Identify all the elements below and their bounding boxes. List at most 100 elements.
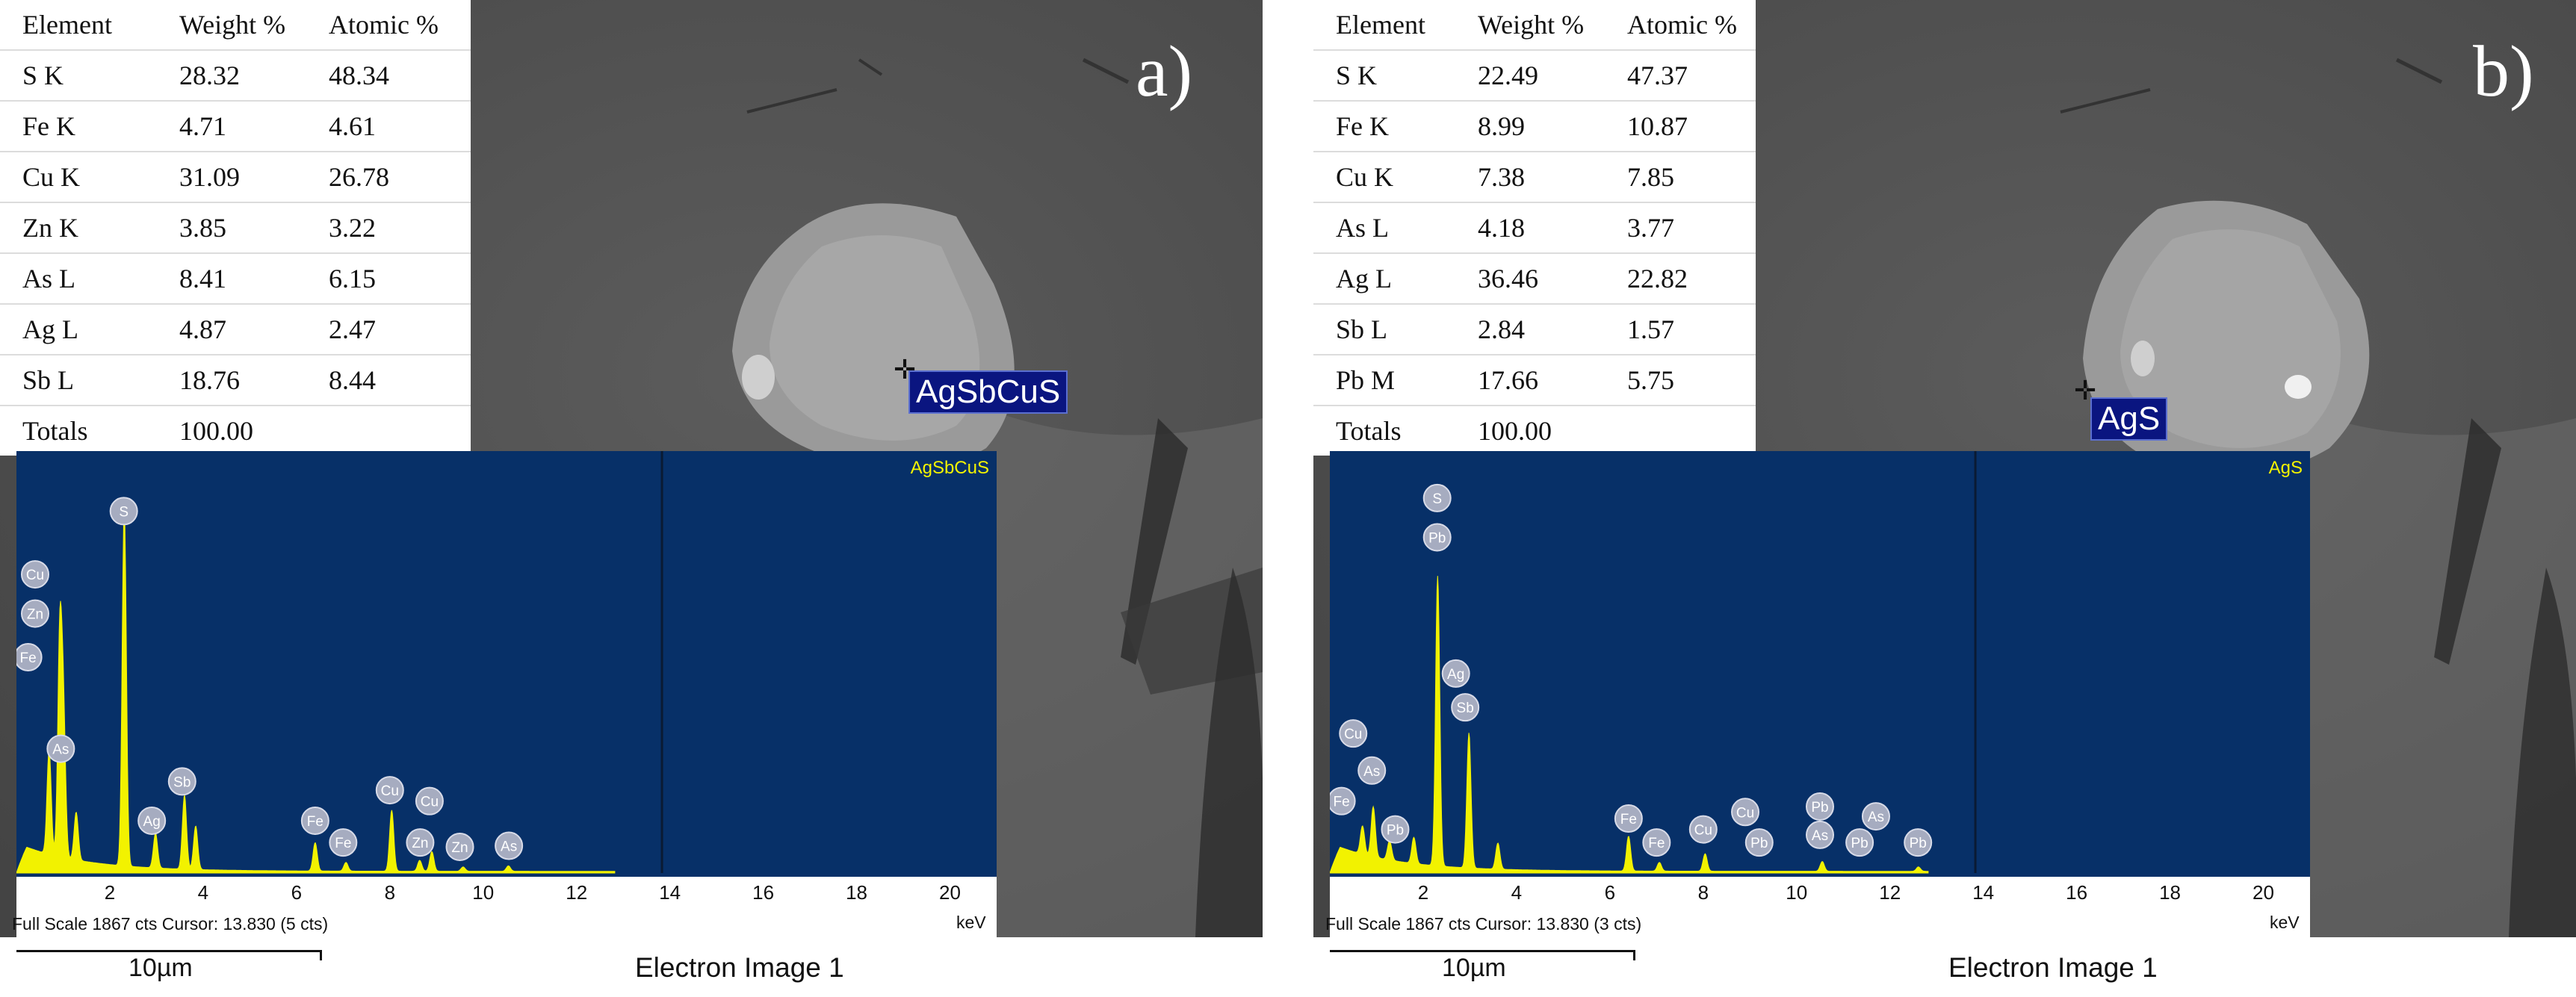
svg-text:Ag: Ag bbox=[143, 814, 161, 830]
peak-marker-s: S bbox=[1422, 483, 1452, 512]
table-row: S K 22.49 47.37 bbox=[1313, 50, 1756, 102]
atomic-cell: 47.37 bbox=[1605, 50, 1756, 102]
peak-marker-fe: Fe bbox=[1614, 804, 1643, 833]
spectrum-trace bbox=[1329, 576, 1929, 874]
svg-text:Zn: Zn bbox=[412, 836, 428, 851]
peak-marker-ag: Ag bbox=[1441, 659, 1470, 688]
table-row: S K 28.32 48.34 bbox=[0, 50, 471, 102]
x-tick-label: 2 bbox=[1417, 881, 1429, 904]
composition-table: Element Weight % Atomic % S K 28.32 48.34 … bbox=[0, 0, 471, 456]
weight-cell: 100.00 bbox=[1478, 416, 1552, 446]
peak-marker-pb: Pb bbox=[1381, 815, 1410, 844]
column-header: Element bbox=[1313, 0, 1455, 51]
weight-cell: 4.87 bbox=[157, 304, 306, 355]
atomic-cell: 10.87 bbox=[1605, 101, 1756, 152]
x-tick-label: 12 bbox=[1879, 881, 1901, 904]
weight-cell: 36.46 bbox=[1455, 253, 1605, 305]
table-header-row: Element Weight % Atomic % bbox=[0, 0, 471, 51]
peak-marker-cu: Cu bbox=[1339, 719, 1368, 748]
atomic-cell: 26.78 bbox=[306, 152, 471, 203]
spectrum-title: AgSbCuS bbox=[911, 458, 989, 478]
peak-marker-fe: Fe bbox=[329, 828, 358, 857]
x-tick-label: 14 bbox=[659, 881, 681, 904]
image-caption: Electron Image 1 bbox=[1948, 952, 2158, 983]
scale-bar-label: 10µm bbox=[1442, 954, 1506, 982]
x-axis-unit: keV bbox=[2270, 913, 2300, 932]
column-header: Atomic % bbox=[1605, 0, 1756, 51]
table-row: Cu K 31.09 26.78 bbox=[0, 152, 471, 203]
peak-marker-as: As bbox=[1806, 820, 1834, 849]
atomic-cell: 3.77 bbox=[1605, 202, 1756, 254]
atomic-cell: 8.44 bbox=[306, 355, 471, 406]
table-row: As L 4.18 3.77 bbox=[1313, 202, 1756, 254]
weight-cell: 2.84 bbox=[1455, 304, 1605, 355]
x-tick-label: 6 bbox=[1604, 881, 1616, 904]
peak-marker-cu: Cu bbox=[415, 786, 444, 816]
weight-cell: 4.18 bbox=[1455, 202, 1605, 254]
svg-text:Sb: Sb bbox=[173, 774, 191, 790]
x-tick-label: 16 bbox=[752, 881, 775, 904]
element-cell: Pb M bbox=[1313, 355, 1455, 406]
svg-text:Sb: Sb bbox=[1457, 701, 1474, 716]
weight-cell: 8.41 bbox=[157, 253, 306, 305]
x-tick-label: 12 bbox=[566, 881, 588, 904]
svg-text:As: As bbox=[1868, 810, 1884, 825]
x-tick-label: 20 bbox=[2253, 881, 2274, 904]
svg-text:As: As bbox=[501, 839, 517, 855]
svg-text:Pb: Pb bbox=[1811, 800, 1828, 816]
spectrum-footer: 2 4 6 8 10 12 14 16 18 20 Full Scale 1867 cts Cur… bbox=[1325, 877, 2310, 938]
x-tick-label: 2 bbox=[104, 881, 116, 904]
peak-marker-sb: Sb bbox=[1451, 693, 1480, 722]
weight-cell: 17.66 bbox=[1455, 355, 1605, 406]
svg-text:Cu: Cu bbox=[26, 568, 44, 583]
svg-text:Cu: Cu bbox=[1694, 823, 1712, 839]
element-cell: As L bbox=[1313, 202, 1455, 254]
element-cell: Cu K bbox=[1313, 152, 1455, 203]
spectrum-footer: 2 4 6 8 10 12 14 16 18 20 Full Scale 1867 cts Cur… bbox=[12, 877, 997, 938]
element-cell: As L bbox=[0, 253, 157, 305]
peak-marker-pb: Pb bbox=[1845, 828, 1874, 857]
atomic-cell bbox=[306, 406, 471, 456]
x-tick-label: 20 bbox=[939, 881, 961, 904]
svg-text:Pb: Pb bbox=[1851, 836, 1868, 851]
weight-cell: 18.76 bbox=[157, 355, 306, 406]
table-row: Ag L 4.87 2.47 bbox=[0, 304, 471, 355]
peak-marker-as: As bbox=[1861, 802, 1890, 831]
x-tick-label: 8 bbox=[384, 881, 396, 904]
x-tick-label: 18 bbox=[2159, 881, 2182, 904]
spectrum-title: AgS bbox=[2269, 458, 2303, 478]
peak-marker-zn: Zn bbox=[20, 599, 49, 628]
weight-cell: 8.99 bbox=[1455, 101, 1605, 152]
scale-bar-end bbox=[320, 950, 322, 960]
svg-text:Pb: Pb bbox=[1910, 836, 1927, 851]
weight-cell: 31.09 bbox=[157, 152, 306, 203]
svg-text:As: As bbox=[1363, 764, 1380, 780]
svg-text:Pb: Pb bbox=[1387, 823, 1404, 839]
peak-marker-pb: Pb bbox=[1744, 828, 1774, 857]
x-tick-label: 6 bbox=[291, 881, 303, 904]
weight-cell: 28.32 bbox=[157, 50, 306, 102]
peak-marker-zn: Zn bbox=[406, 828, 435, 857]
svg-text:Pb: Pb bbox=[1750, 836, 1768, 851]
table-header-row: Element Weight % Atomic % bbox=[1313, 0, 1756, 51]
spectrum-chart: AgS S Pb Ag Sb Cu As Fe Pb Fe Fe Cu Cu Pb Pb As Pb As Pb bbox=[1327, 451, 2310, 877]
peak-marker-cu: Cu bbox=[20, 560, 49, 589]
svg-text:Cu: Cu bbox=[381, 783, 399, 799]
atomic-cell: 7.85 bbox=[1605, 152, 1756, 203]
atomic-cell: 22.82 bbox=[1605, 253, 1756, 305]
peak-marker-as: As bbox=[495, 831, 524, 860]
element-cell: S K bbox=[0, 50, 157, 102]
element-cell: Sb L bbox=[0, 355, 157, 406]
x-tick-label: 4 bbox=[197, 881, 209, 904]
x-tick-label: 16 bbox=[2066, 881, 2088, 904]
element-cell: Totals bbox=[22, 416, 88, 446]
element-cell: Totals bbox=[1336, 416, 1402, 446]
atomic-cell: 48.34 bbox=[306, 50, 471, 102]
element-cell: S K bbox=[1313, 50, 1455, 102]
svg-text:Fe: Fe bbox=[20, 650, 37, 666]
spectrum-chart: AgSbCuS S Cu Zn Fe As Ag Sb Fe Fe Cu Cu Zn Zn As bbox=[13, 451, 997, 877]
table-row: Cu K 7.38 7.85 bbox=[1313, 152, 1756, 203]
panel-letter: a) bbox=[1136, 31, 1193, 112]
spectrum-footer-text: Full Scale 1867 cts Cursor: 13.830 (5 ct… bbox=[12, 914, 329, 934]
